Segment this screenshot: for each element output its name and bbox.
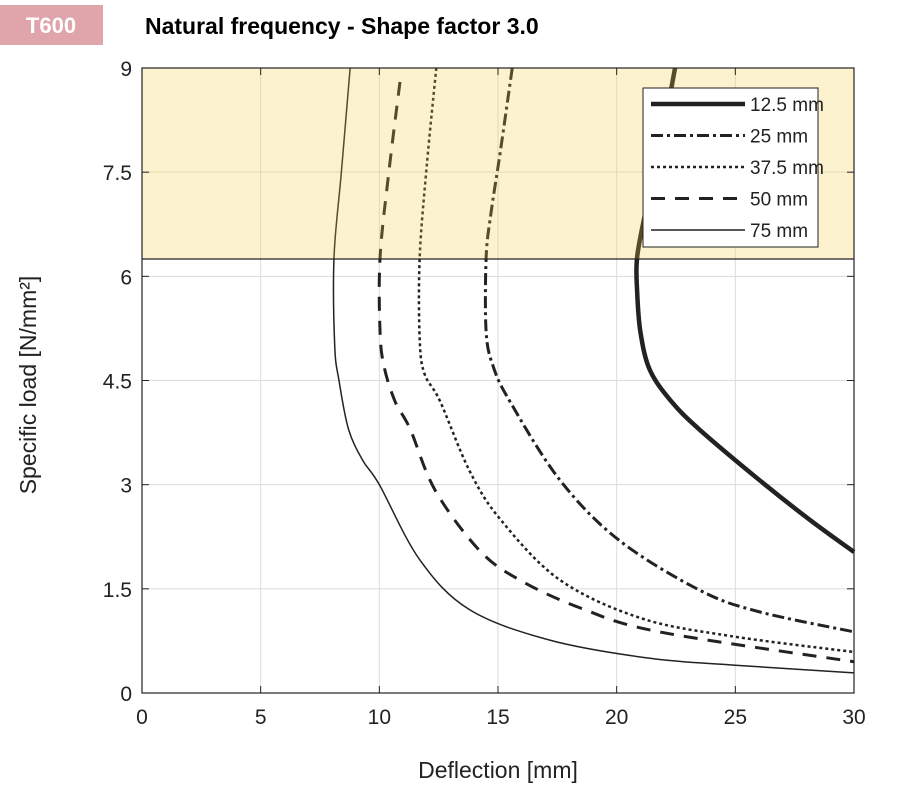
y-tick-label: 6 [120,266,132,289]
y-tick-label: 0 [120,683,132,706]
x-tick-label: 25 [724,706,747,729]
legend-label: 12.5 mm [750,95,824,116]
x-axis-label: Deflection [mm] [418,757,578,783]
x-tick-label: 5 [255,706,267,729]
x-tick-label: 15 [486,706,509,729]
y-tick-label: 3 [120,475,132,498]
badge-background [0,5,103,45]
legend-label: 50 mm [750,190,808,211]
legend-label: 75 mm [750,221,808,242]
badge-label: T600 [26,13,76,38]
ticks: 0 5 10 15 20 25 30 0 1.5 3 4.5 6 7.5 9 [103,58,866,729]
x-tick-label: 10 [368,706,391,729]
x-tick-label: 0 [136,706,148,729]
y-tick-label: 1.5 [103,579,132,602]
x-tick-label: 20 [605,706,628,729]
legend-label: 37.5 mm [750,158,824,179]
y-tick-label: 7.5 [103,162,132,185]
legend-label: 25 mm [750,127,808,148]
series-line-25-mm [483,67,855,634]
series-line-75-mm [332,67,855,674]
series-line-50-mm [377,81,855,664]
x-tick-label: 30 [842,706,865,729]
series-line-37-5-mm [417,67,855,654]
y-tick-label: 4.5 [103,371,132,394]
legend: 12.5 mm 25 mm 37.5 mm 50 mm 75 mm [642,87,824,248]
y-tick-label: 9 [120,58,132,81]
y-axis-label: Specific load [N/mm²] [15,276,41,495]
curves [332,67,856,674]
chart-title: Natural frequency - Shape factor 3.0 [145,13,539,39]
